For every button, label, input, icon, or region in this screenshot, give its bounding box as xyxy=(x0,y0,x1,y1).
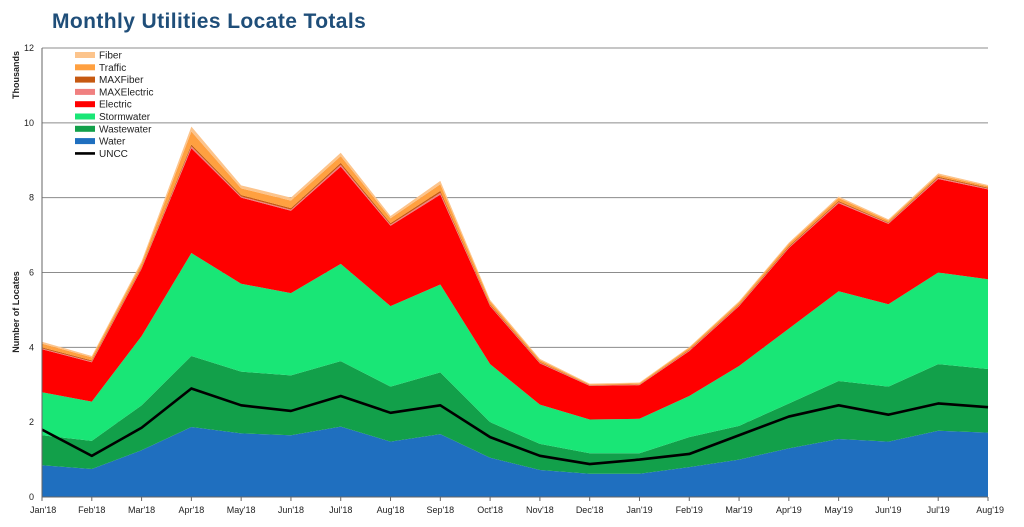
y-tick-label: 12 xyxy=(24,43,34,53)
legend-item-wastewater: Wastewater xyxy=(99,124,152,135)
legend-item-traffic: Traffic xyxy=(99,63,126,74)
area-water xyxy=(42,426,988,497)
y-tick-label: 4 xyxy=(29,342,34,352)
line-uncc xyxy=(41,387,989,466)
x-tick-label: May'18 xyxy=(227,505,256,515)
legend-swatch xyxy=(75,88,95,95)
legend-swatch xyxy=(75,101,95,108)
legend-item-fiber: Fiber xyxy=(99,51,122,62)
x-tick-label: Jul'18 xyxy=(329,505,352,515)
legend-swatch xyxy=(75,138,95,145)
y-tick-label: 0 xyxy=(29,492,34,502)
area-stormwater xyxy=(42,253,988,454)
x-tick-label: Dec'18 xyxy=(576,505,604,515)
legend-item-electric: Electric xyxy=(99,100,132,111)
legend-item-uncc: UNCC xyxy=(99,149,128,160)
x-tick-label: Sep'18 xyxy=(426,505,454,515)
x-tick-label: Jun'19 xyxy=(875,505,901,515)
x-tick-label: Jun'18 xyxy=(278,505,304,515)
tick-labels: 0 2 4 6 8 10 12 Jan'18 Feb'18 Mar'18 Apr'18 May'18 J… xyxy=(24,43,1004,515)
x-tick-label: Jul'19 xyxy=(927,505,950,515)
x-tick-label: Feb'18 xyxy=(78,505,105,515)
legend-item-water: Water xyxy=(99,137,126,148)
x-tick-label: Apr'18 xyxy=(179,505,205,515)
area-wastewater xyxy=(42,355,988,474)
legend-item-maxfiber: MAXFiber xyxy=(99,75,144,86)
legend-swatch xyxy=(75,125,95,132)
y-tick-label: 8 xyxy=(29,193,34,203)
x-tick-label: Mar'18 xyxy=(128,505,155,515)
axes xyxy=(41,48,989,501)
legend-swatch xyxy=(75,76,95,83)
x-tick-label: Aug'18 xyxy=(377,505,405,515)
y-axis-unit-label: Thousands xyxy=(11,51,21,99)
y-axis-label: Number of Locates xyxy=(11,271,21,353)
x-tick-label: May'19 xyxy=(824,505,853,515)
x-tick-label: Aug'19 xyxy=(976,505,1004,515)
area-series xyxy=(42,126,988,497)
x-tick-label: Mar'19 xyxy=(725,505,752,515)
legend-swatch xyxy=(75,113,95,120)
legend-swatch xyxy=(75,64,95,71)
x-tick-label: Jan'18 xyxy=(30,505,56,515)
x-tick-label: Nov'18 xyxy=(526,505,554,515)
y-tick-label: 6 xyxy=(29,268,34,278)
legend-swatch xyxy=(75,52,95,58)
y-tick-label: 10 xyxy=(24,118,34,128)
x-tick-label: Feb'19 xyxy=(676,505,703,515)
x-tick-label: Oct'18 xyxy=(477,505,503,515)
area-electric xyxy=(42,148,988,420)
y-tick-label: 2 xyxy=(29,417,34,427)
x-tick-label: Jan'19 xyxy=(626,505,652,515)
x-tick-label: Apr'19 xyxy=(776,505,802,515)
line-series xyxy=(41,387,989,466)
legend-item-maxelectric: MAXElectric xyxy=(99,87,153,98)
chart-title: Monthly Utilities Locate Totals xyxy=(52,10,367,33)
legend-item-stormwater: Stormwater xyxy=(99,112,151,123)
